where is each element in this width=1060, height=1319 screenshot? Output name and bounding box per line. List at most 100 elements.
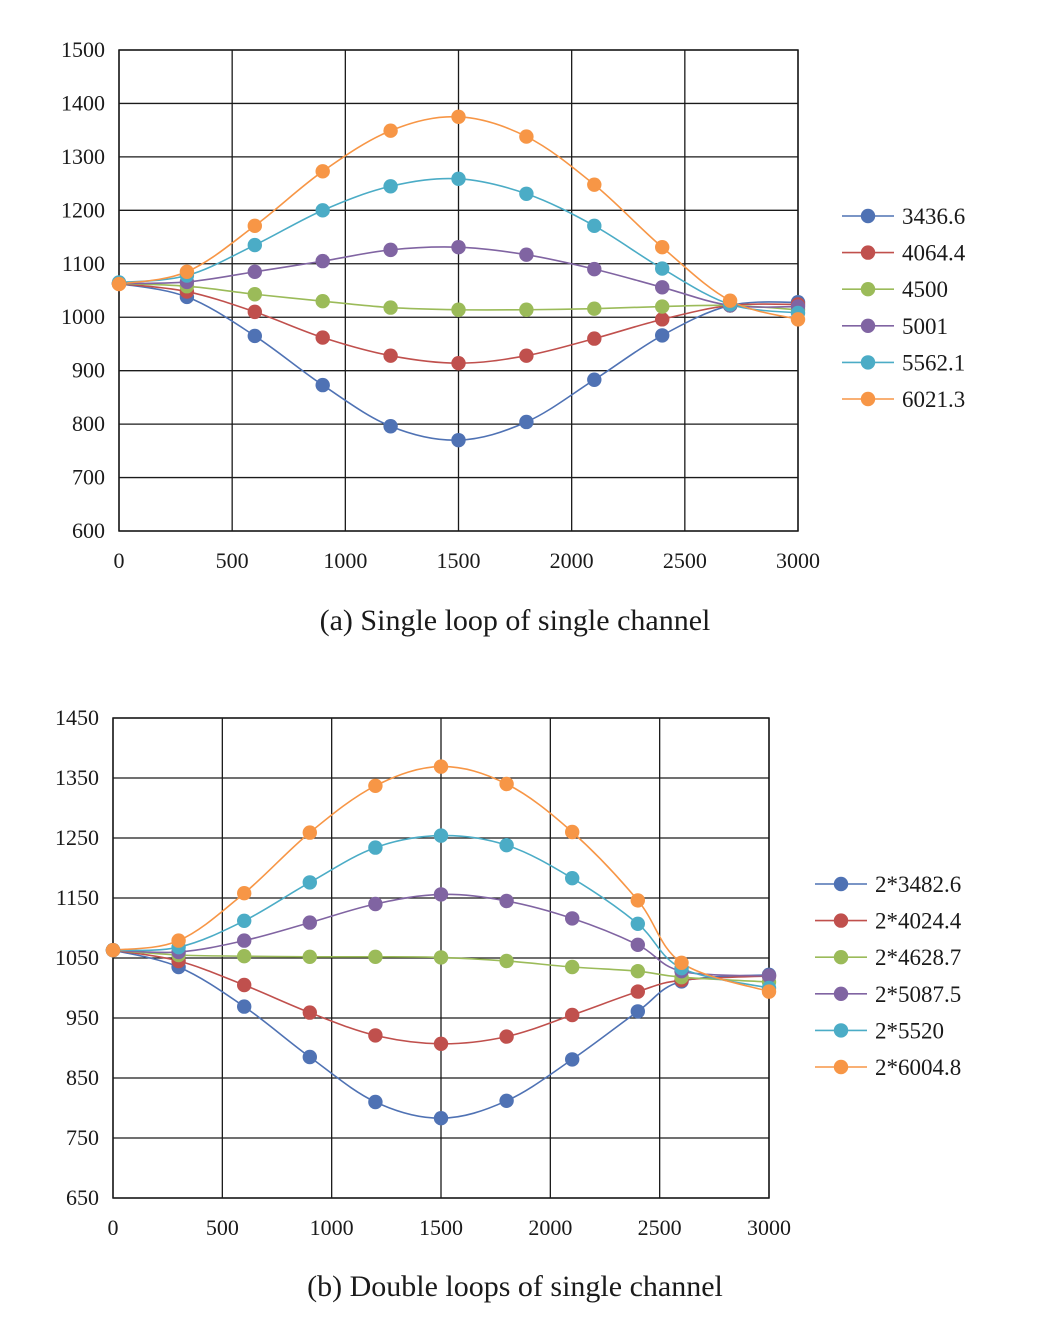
legend-item: 2*5087.5 bbox=[815, 982, 961, 1007]
legend-label: 2*5087.5 bbox=[875, 982, 961, 1007]
y-tick-label: 900 bbox=[72, 358, 105, 383]
x-axis: 0 500 1000 1500 2000 2500 3000 bbox=[108, 1215, 792, 1240]
data-point bbox=[630, 893, 645, 908]
data-point bbox=[519, 247, 534, 262]
data-point bbox=[383, 419, 398, 434]
x-tick-label: 2000 bbox=[550, 548, 594, 573]
data-point bbox=[433, 759, 449, 774]
data-point bbox=[565, 824, 580, 840]
data-point bbox=[499, 953, 514, 969]
data-point bbox=[565, 1052, 580, 1067]
legend-marker bbox=[860, 245, 876, 260]
data-point bbox=[247, 264, 262, 279]
legend-item: 2*4628.7 bbox=[815, 945, 961, 970]
legend-label: 2*4628.7 bbox=[875, 945, 961, 970]
chart-a: 600 700 800 900 1000 1100 1200 1300 1400 1500 0 500… bbox=[61, 37, 966, 637]
data-point bbox=[499, 893, 514, 909]
data-point bbox=[587, 261, 602, 277]
data-point bbox=[247, 287, 262, 302]
legend-item: 2*5520 bbox=[815, 1018, 944, 1043]
data-point bbox=[433, 1036, 449, 1052]
legend-marker bbox=[833, 1023, 849, 1038]
data-point bbox=[451, 355, 466, 371]
legend-label: 2*4024.4 bbox=[875, 909, 962, 934]
data-point bbox=[433, 828, 449, 843]
legend-item: 4500 bbox=[842, 277, 948, 302]
x-tick-label: 2500 bbox=[663, 548, 707, 573]
legend-label: 5001 bbox=[902, 314, 948, 339]
data-point bbox=[519, 348, 534, 363]
y-axis: 600 700 800 900 1000 1100 1200 1300 1400 1500 bbox=[61, 37, 105, 543]
data-point bbox=[451, 302, 466, 317]
data-point bbox=[315, 203, 330, 218]
legend-marker bbox=[860, 282, 876, 297]
legend-item: 3436.6 bbox=[842, 204, 965, 229]
data-point bbox=[315, 377, 330, 393]
y-tick-label: 1050 bbox=[55, 945, 99, 970]
data-point bbox=[630, 964, 645, 979]
y-tick-label: 1150 bbox=[56, 885, 99, 910]
x-tick-label: 500 bbox=[216, 548, 249, 573]
y-tick-label: 1350 bbox=[55, 765, 99, 790]
data-point bbox=[451, 171, 466, 187]
legend-label: 5562.1 bbox=[902, 350, 965, 375]
data-point bbox=[565, 959, 580, 975]
data-point bbox=[587, 301, 602, 316]
data-point bbox=[383, 123, 398, 138]
y-tick-label: 1000 bbox=[61, 304, 105, 329]
data-point bbox=[368, 778, 383, 793]
legend-marker bbox=[833, 986, 849, 1001]
data-point bbox=[368, 840, 383, 855]
y-tick-label: 800 bbox=[72, 411, 105, 436]
data-point bbox=[237, 913, 252, 928]
y-axis: 650 750 850 950 1050 1150 1250 1350 1450 bbox=[55, 705, 99, 1210]
data-point bbox=[519, 414, 534, 430]
data-point bbox=[171, 933, 186, 948]
legend-marker bbox=[860, 208, 876, 224]
data-point bbox=[237, 886, 252, 901]
data-point bbox=[368, 1094, 383, 1110]
data-point bbox=[315, 293, 330, 309]
data-point bbox=[630, 1004, 645, 1019]
data-point bbox=[519, 302, 534, 317]
data-point bbox=[587, 177, 602, 192]
gridlines bbox=[112, 717, 770, 1199]
data-point bbox=[237, 999, 252, 1014]
data-point bbox=[790, 312, 806, 327]
data-point bbox=[587, 218, 602, 234]
data-point bbox=[237, 949, 252, 964]
data-point bbox=[499, 776, 514, 792]
data-point bbox=[302, 825, 317, 840]
data-point bbox=[451, 109, 466, 125]
legend-label: 6021.3 bbox=[902, 387, 965, 412]
data-point bbox=[565, 911, 580, 926]
data-point bbox=[315, 330, 330, 345]
legend: 3436.6 4064.4 4500 5001 5562.1 6021.3 bbox=[842, 204, 966, 412]
data-point bbox=[519, 186, 534, 201]
data-point bbox=[368, 896, 383, 912]
y-tick-label: 600 bbox=[72, 518, 105, 543]
data-point bbox=[499, 1093, 514, 1109]
data-point bbox=[368, 949, 383, 964]
legend-label: 2*5520 bbox=[875, 1018, 944, 1043]
y-tick-label: 1100 bbox=[62, 251, 105, 276]
x-tick-label: 0 bbox=[108, 1215, 119, 1240]
x-tick-label: 1500 bbox=[437, 548, 481, 573]
data-point bbox=[383, 300, 398, 315]
legend-item: 2*6004.8 bbox=[815, 1055, 961, 1080]
data-point bbox=[722, 293, 738, 308]
legend-item: 5562.1 bbox=[842, 350, 965, 375]
x-tick-label: 1000 bbox=[310, 1215, 354, 1240]
legend-label: 3436.6 bbox=[902, 204, 965, 229]
data-point bbox=[674, 955, 689, 970]
legend-marker bbox=[860, 355, 876, 370]
y-tick-label: 750 bbox=[66, 1125, 99, 1150]
x-tick-label: 3000 bbox=[776, 548, 820, 573]
y-tick-label: 1250 bbox=[55, 825, 99, 850]
y-tick-label: 950 bbox=[66, 1005, 99, 1030]
data-point bbox=[519, 129, 534, 144]
data-point bbox=[368, 1028, 383, 1043]
y-tick-label: 1200 bbox=[61, 197, 105, 222]
x-tick-label: 1000 bbox=[323, 548, 367, 573]
data-point bbox=[383, 242, 398, 258]
